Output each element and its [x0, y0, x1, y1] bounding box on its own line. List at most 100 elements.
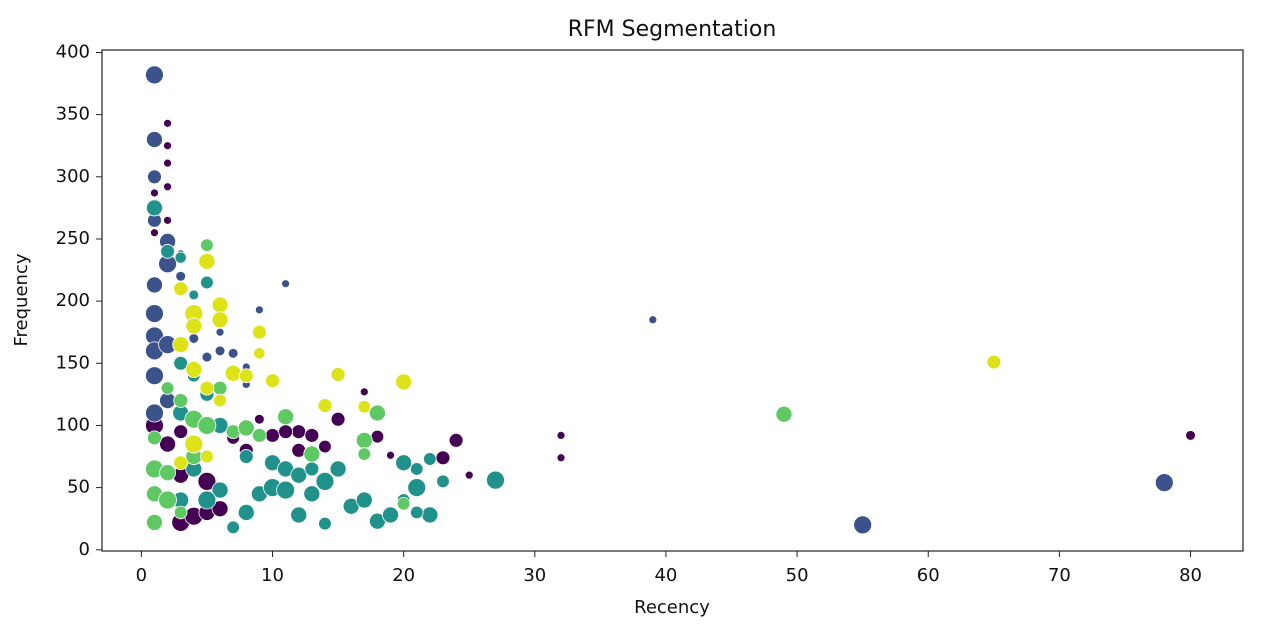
y-tick-label: 50	[67, 477, 90, 498]
point	[329, 460, 347, 478]
point	[150, 188, 159, 198]
point	[145, 366, 164, 386]
point	[317, 398, 333, 413]
chart-title: RFM Segmentation	[568, 17, 777, 42]
point	[1154, 473, 1174, 493]
point	[197, 471, 217, 491]
x-tick-label: 20	[392, 565, 415, 586]
point	[199, 380, 215, 396]
point	[556, 453, 566, 463]
y-tick-label: 350	[56, 104, 90, 125]
point	[198, 252, 216, 270]
point	[188, 333, 200, 344]
point	[213, 393, 227, 408]
point	[409, 505, 424, 520]
point	[188, 289, 200, 301]
point	[303, 445, 321, 463]
point	[368, 404, 386, 422]
point	[200, 275, 214, 290]
point	[173, 505, 188, 520]
x-tick-label: 40	[654, 565, 677, 586]
point	[224, 364, 242, 382]
point	[252, 324, 267, 340]
point	[172, 336, 190, 354]
point	[395, 454, 413, 472]
x-tick-label: 80	[1179, 565, 1202, 586]
point	[226, 520, 240, 535]
point	[382, 506, 399, 524]
point	[146, 199, 163, 217]
point	[146, 131, 163, 148]
point	[158, 490, 177, 510]
point	[163, 158, 172, 168]
point	[304, 461, 320, 477]
point	[409, 462, 424, 476]
x-tick-label: 10	[261, 565, 284, 586]
point	[253, 347, 266, 360]
point	[147, 430, 162, 446]
point	[370, 429, 385, 444]
point	[173, 355, 189, 371]
point	[147, 169, 162, 185]
point	[173, 281, 189, 297]
y-tick-label: 200	[56, 290, 90, 311]
point	[159, 392, 177, 410]
point	[421, 506, 439, 524]
point	[330, 411, 346, 427]
y-tick-label: 250	[56, 228, 90, 249]
point	[556, 430, 566, 440]
point	[254, 413, 265, 425]
point	[173, 424, 189, 440]
point	[238, 368, 254, 384]
point	[200, 449, 214, 464]
point	[986, 354, 1002, 370]
y-tick-label: 100	[56, 414, 90, 435]
point	[330, 367, 346, 382]
point	[853, 515, 873, 535]
point	[355, 431, 373, 449]
x-axis-label: Recency	[634, 597, 710, 618]
x-tick-label: 60	[917, 565, 940, 586]
point	[265, 428, 280, 443]
point	[159, 464, 177, 482]
point	[173, 393, 189, 408]
point	[436, 474, 450, 489]
point	[423, 452, 437, 466]
point	[775, 405, 793, 423]
point	[238, 449, 254, 464]
point	[211, 296, 229, 314]
x-tick-label: 70	[1048, 565, 1071, 586]
y-tick-label: 0	[79, 539, 90, 560]
point	[163, 182, 172, 192]
point	[146, 276, 163, 294]
point	[214, 345, 226, 357]
point	[435, 450, 451, 466]
y-axis-label: Frequency	[11, 253, 32, 346]
point	[291, 424, 307, 440]
point	[252, 428, 267, 443]
point	[395, 373, 413, 391]
point	[211, 311, 229, 329]
point	[357, 447, 372, 461]
point	[315, 471, 335, 491]
point	[197, 490, 217, 510]
point	[145, 304, 164, 323]
point	[386, 450, 395, 460]
plot-frame	[101, 49, 1244, 552]
point	[160, 244, 175, 259]
point	[318, 439, 332, 454]
y-tick-label: 400	[56, 41, 90, 62]
point	[201, 351, 213, 363]
y-tick-label: 300	[56, 166, 90, 187]
point	[396, 496, 411, 511]
point	[146, 513, 163, 531]
point	[355, 491, 373, 509]
point	[160, 381, 175, 395]
point	[174, 251, 187, 264]
point	[184, 434, 204, 454]
point	[211, 500, 229, 518]
point	[303, 485, 321, 503]
point	[254, 305, 264, 315]
point	[163, 141, 172, 151]
